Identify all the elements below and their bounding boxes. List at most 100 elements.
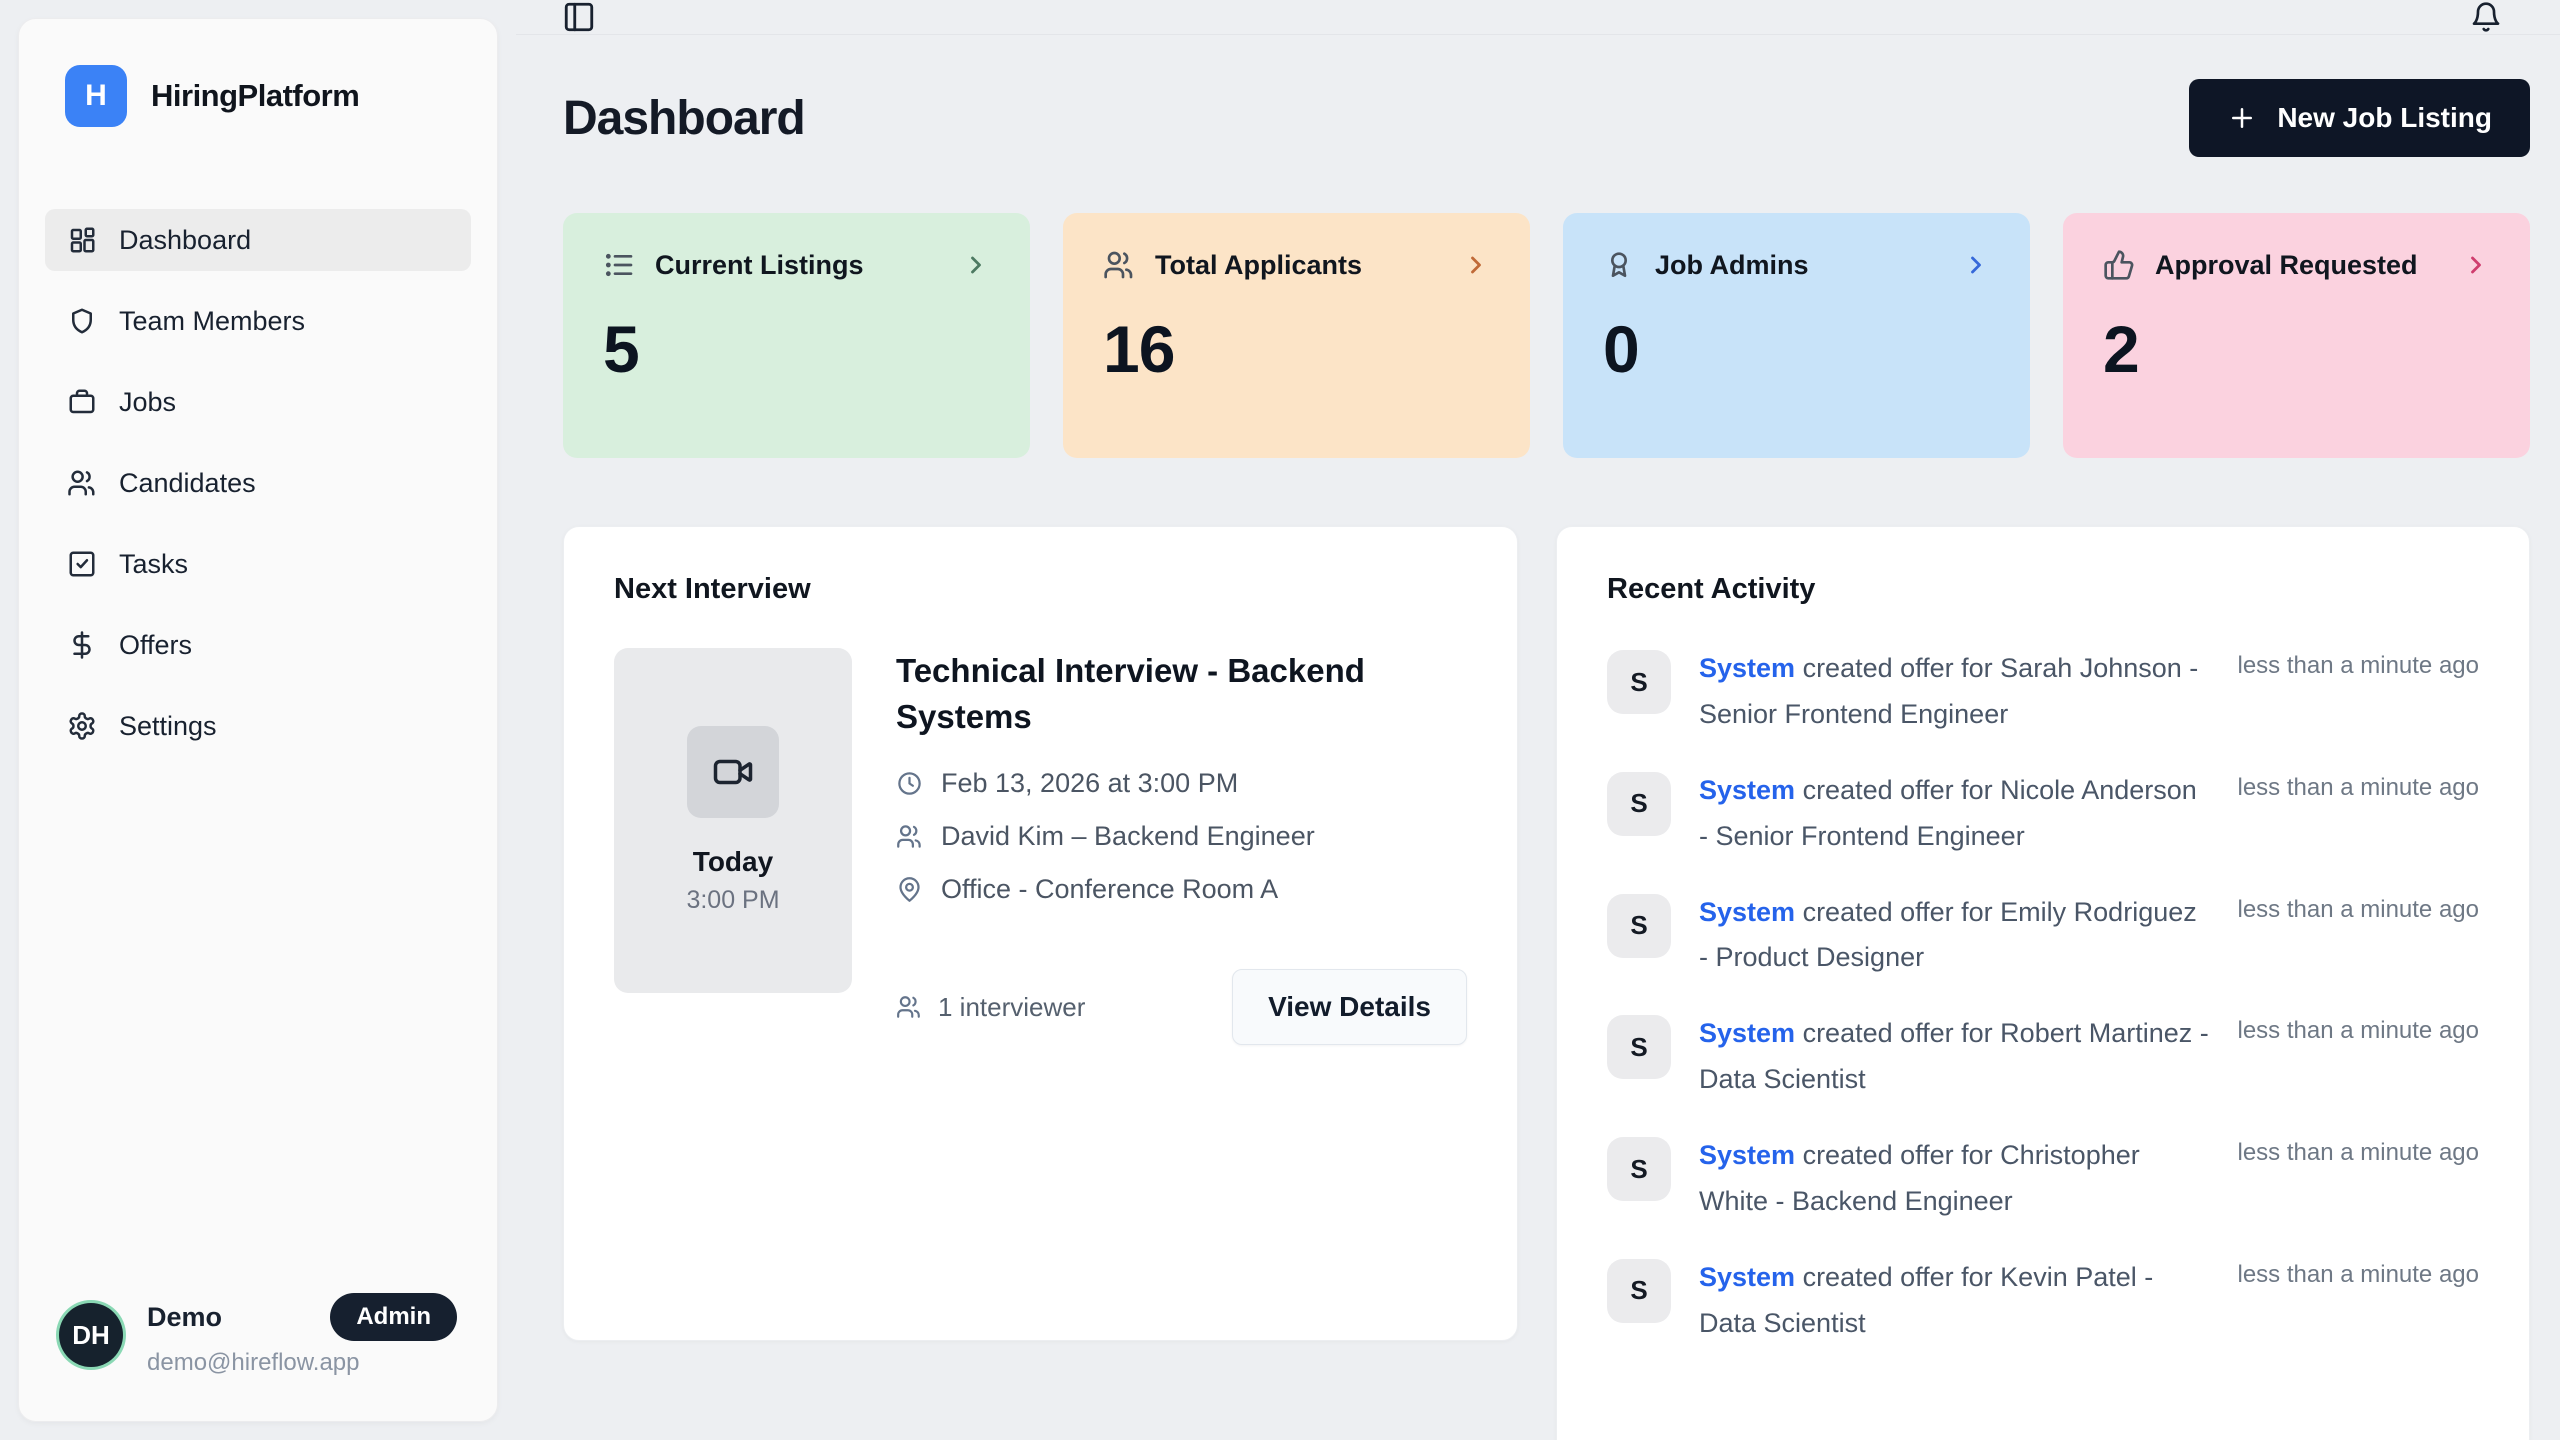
activity-timestamp: less than a minute ago <box>2237 773 2480 801</box>
content: Dashboard New Job Listing Current Listin… <box>516 35 2560 1440</box>
activity-item: S System created offer for Christopher W… <box>1607 1133 2479 1225</box>
interview-location-row: Office - Conference Room A <box>896 874 1467 905</box>
sidebar-item-tasks[interactable]: Tasks <box>45 533 471 595</box>
dollar-icon <box>73 631 91 659</box>
activity-timestamp: less than a minute ago <box>2237 652 2480 679</box>
activity-text: System created offer for Sarah Johnson -… <box>1699 646 2210 738</box>
stats-row: Current Listings 5 Total Applicants 16 J… <box>563 213 2530 458</box>
activity-actor-link[interactable]: System <box>1699 1261 1796 1292</box>
users-icon <box>897 996 920 1019</box>
sidebar: H HiringPlatform Dashboard Team Members … <box>18 18 498 1422</box>
page-title: Dashboard <box>563 91 806 145</box>
chevron-right-icon <box>2471 256 2481 274</box>
map-pin-icon <box>899 877 920 903</box>
activity-item: S System created offer for Robert Martin… <box>1607 1011 2479 1103</box>
task-check-icon <box>69 551 95 577</box>
activity-actor-link[interactable]: System <box>1699 774 1796 805</box>
sidebar-item-label: Tasks <box>119 548 189 579</box>
stat-card-approval-requested[interactable]: Approval Requested 2 <box>2063 213 2530 458</box>
new-job-listing-label: New Job Listing <box>2277 102 2492 133</box>
stat-card-job-admins[interactable]: Job Admins 0 <box>1563 213 2030 458</box>
sidebar-item-dashboard[interactable]: Dashboard <box>45 209 471 271</box>
stat-label: Job Admins <box>1655 249 1809 280</box>
sidebar-item-candidates[interactable]: Candidates <box>45 452 471 514</box>
activity-text: System created offer for Christopher Whi… <box>1699 1133 2210 1225</box>
activity-description: created offer for Emily Rodriguez - Prod… <box>1699 896 2197 973</box>
activity-item: S System created offer for Sarah Johnson… <box>1607 646 2479 738</box>
activity-avatar: S <box>1607 893 1671 958</box>
interviewer-count: 1 interviewer <box>896 992 1085 1023</box>
activity-description: created offer for Kevin Patel - Data Sci… <box>1699 1261 2154 1338</box>
clock-icon <box>898 772 921 796</box>
sidebar-item-label: Dashboard <box>119 224 252 255</box>
app-logo-badge: H <box>65 65 127 127</box>
award-icon <box>1611 252 1627 277</box>
users-icon <box>897 825 921 849</box>
stat-card-current-listings[interactable]: Current Listings 5 <box>563 213 1030 458</box>
interview-time: 3:00 PM <box>686 886 780 914</box>
stat-value: 5 <box>603 312 640 386</box>
chevron-right-icon <box>971 256 981 274</box>
activity-actor-link[interactable]: System <box>1699 1018 1796 1049</box>
activity-description: created offer for Christopher White - Ba… <box>1699 1140 2140 1217</box>
interview-candidate: David Kim – Backend Engineer <box>941 821 1315 852</box>
sidebar-item-team-members[interactable]: Team Members <box>45 290 471 352</box>
activity-text: System created offer for Robert Martinez… <box>1699 1011 2210 1103</box>
chevron-right-icon <box>1971 256 1981 274</box>
sidebar-item-settings[interactable]: Settings <box>45 695 471 757</box>
view-details-button[interactable]: View Details <box>1232 969 1467 1046</box>
interview-thumbnail: Today 3:00 PM <box>614 648 852 993</box>
activity-list: S System created offer for Sarah Johnson… <box>1607 646 2479 1347</box>
bell-icon <box>2472 2 2500 32</box>
role-badge: Admin <box>330 1293 457 1341</box>
user-name: Demo <box>147 1301 223 1332</box>
activity-actor-link[interactable]: System <box>1699 1140 1796 1171</box>
activity-avatar: S <box>1607 650 1671 714</box>
activity-item: S System created offer for Kevin Patel -… <box>1607 1255 2479 1347</box>
video-camera-icon <box>713 759 753 785</box>
briefcase-icon <box>69 389 95 414</box>
stat-value: 16 <box>1103 312 1175 386</box>
sidebar-toggle-button[interactable] <box>562 0 596 34</box>
new-job-listing-button[interactable]: New Job Listing <box>2189 79 2530 157</box>
plus-icon <box>2232 108 2253 128</box>
sidebar-item-label: Team Members <box>119 305 306 336</box>
recent-activity-heading: Recent Activity <box>1607 573 1816 605</box>
activity-actor-link[interactable]: System <box>1699 896 1796 927</box>
interview-location: Office - Conference Room A <box>941 874 1279 905</box>
user-profile[interactable]: DH Demo Admin demo@hireflow.app <box>45 1275 471 1395</box>
stat-label: Current Listings <box>655 249 864 280</box>
activity-avatar: S <box>1607 771 1671 836</box>
interview-candidate-row: David Kim – Backend Engineer <box>896 821 1467 852</box>
recent-activity-panel: Recent Activity S System created offer f… <box>1556 526 2530 1440</box>
stat-value: 2 <box>2103 312 2140 386</box>
stat-value: 0 <box>1603 312 1640 386</box>
avatar: DH <box>59 1303 123 1367</box>
users-icon <box>1104 251 1133 279</box>
user-email: demo@hireflow.app <box>147 1349 360 1376</box>
sidebar-item-jobs[interactable]: Jobs <box>45 371 471 433</box>
sidebar-item-offers[interactable]: Offers <box>45 614 471 676</box>
thumbs-up-icon <box>2104 250 2134 280</box>
sidebar-item-label: Jobs <box>119 386 177 417</box>
video-icon-box <box>687 726 779 818</box>
notifications-button[interactable] <box>2470 0 2504 34</box>
activity-timestamp: less than a minute ago <box>2237 1139 2480 1167</box>
next-interview-panel: Next Interview Today 3:00 PM Technical I… <box>563 526 1518 1341</box>
app-name: HiringPlatform <box>151 78 360 113</box>
stat-label: Approval Requested <box>2155 249 2418 280</box>
next-interview-heading: Next Interview <box>614 573 811 605</box>
activity-text: System created offer for Emily Rodriguez… <box>1699 890 2210 982</box>
sidebar-nav: Dashboard Team Members Jobs Candidates T… <box>45 209 471 757</box>
stat-card-total-applicants[interactable]: Total Applicants 16 <box>1063 213 1530 458</box>
activity-description: created offer for Robert Martinez - Data… <box>1699 1018 2209 1095</box>
interview-title: Technical Interview - Backend Systems <box>896 652 1365 736</box>
activity-description: created offer for Sarah Johnson - Senior… <box>1699 653 2199 729</box>
activity-actor-link[interactable]: System <box>1699 653 1796 683</box>
sidebar-item-label: Settings <box>119 710 217 741</box>
activity-avatar: S <box>1607 1015 1671 1080</box>
app-logo: H HiringPlatform <box>45 45 471 147</box>
dashboard-grid-icon <box>70 227 95 253</box>
list-icon <box>605 253 633 277</box>
main-area: Dashboard New Job Listing Current Listin… <box>516 0 2560 1440</box>
